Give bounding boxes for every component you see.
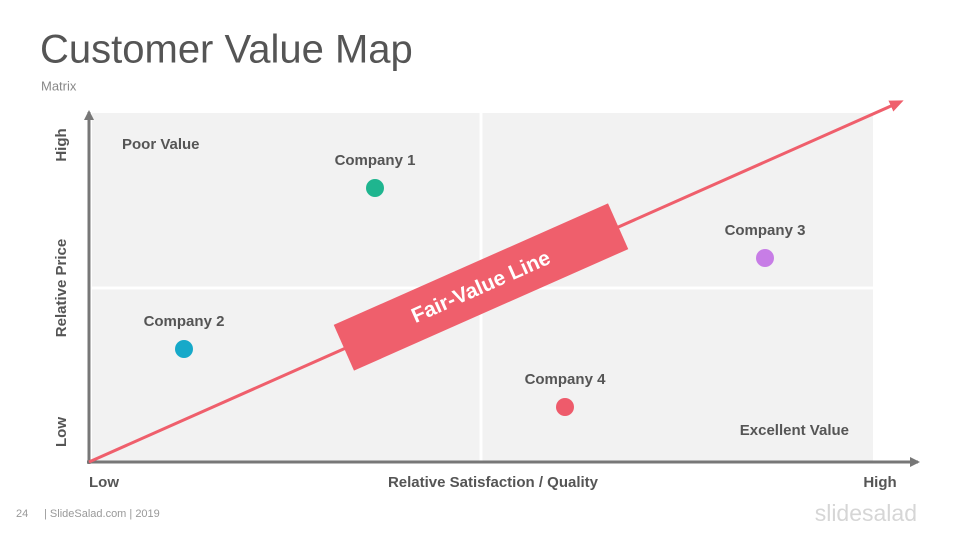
y-high: High — [53, 128, 70, 161]
quadrant-label: Poor Value — [122, 136, 200, 153]
quadrant-label: Excellent Value — [740, 422, 849, 439]
x-high: High — [863, 474, 896, 491]
company-dot — [175, 340, 193, 358]
title: Customer Value Map — [40, 28, 413, 72]
company-dot — [756, 249, 774, 267]
credit: | SlideSalad.com | 2019 — [44, 508, 160, 520]
banner — [333, 203, 629, 371]
company-dot — [556, 398, 574, 416]
page-number: 24 — [16, 508, 28, 520]
company-label: Company 1 — [335, 152, 416, 169]
logo: slidesalad — [815, 500, 917, 526]
company-dot — [366, 179, 384, 197]
company-label: Company 2 — [144, 313, 225, 330]
y-low: Low — [53, 417, 70, 447]
company-label: Company 3 — [725, 222, 806, 239]
subtitle: Matrix — [41, 78, 77, 93]
company-label: Company 4 — [525, 371, 607, 388]
x-label: Relative Satisfaction / Quality — [388, 474, 599, 491]
x-low: Low — [89, 474, 119, 491]
y-label: Relative Price — [53, 239, 70, 337]
